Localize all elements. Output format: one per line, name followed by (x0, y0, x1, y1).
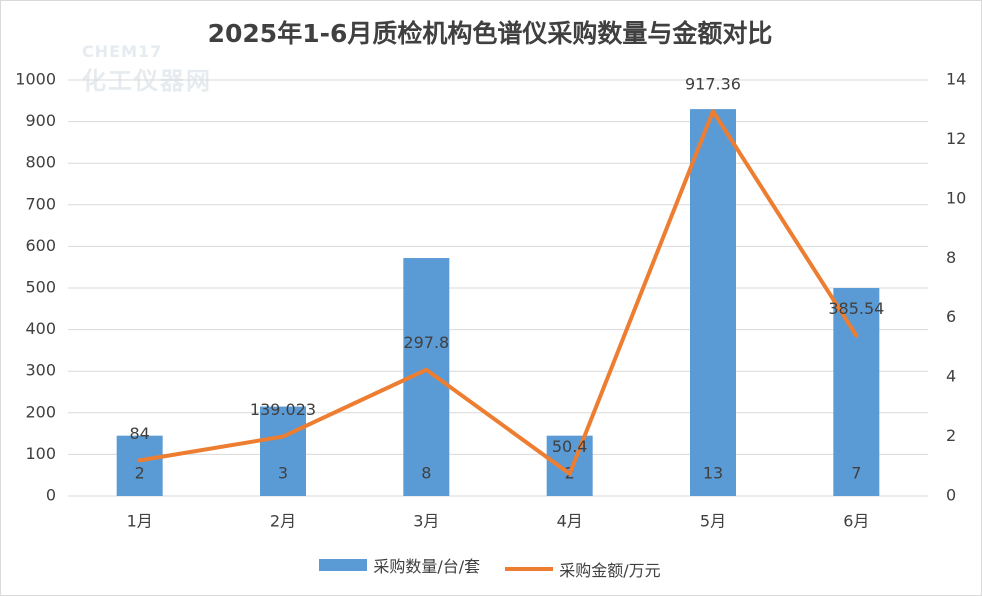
line-series-amount (137, 109, 859, 476)
legend: 采购数量/台/套 采购金额/万元 (0, 553, 980, 581)
watermark: CHEM17 化工仪器网 (82, 42, 212, 96)
bar (116, 435, 163, 496)
y-left-tick-label: 500 (25, 278, 56, 297)
legend-line-swatch (505, 567, 554, 571)
y-right-tick-label: 6 (946, 307, 956, 326)
y-right-tick-label: 2 (946, 426, 956, 445)
x-tick-label: 4月 (557, 512, 583, 531)
legend-label-quantity: 采购数量/台/套 (373, 557, 481, 576)
y-right-tick-label: 0 (946, 486, 956, 505)
x-tick-label: 3月 (413, 512, 439, 531)
bar (260, 406, 306, 496)
legend-label-amount: 采购金额/万元 (559, 561, 661, 580)
y-left-tick-label: 800 (25, 153, 56, 172)
bar (833, 288, 880, 496)
y-right-tick-label: 12 (946, 129, 966, 148)
y-right-tick-label: 14 (946, 70, 966, 89)
y-right-tick-label: 10 (946, 188, 966, 207)
x-tick-label: 6月 (843, 512, 869, 531)
y-right-tick-label: 4 (946, 367, 956, 386)
legend-item-quantity: 采购数量/台/套 (319, 553, 480, 577)
y-left-tick-label: 0 (46, 486, 56, 505)
x-tick-label: 1月 (127, 512, 153, 531)
bar-data-label: 2 (135, 464, 145, 483)
watermark-line2: 化工仪器网 (82, 67, 212, 95)
line-data-label: 917.36 (685, 75, 741, 94)
legend-item-amount: 采购金额/万元 (505, 557, 661, 581)
x-tick-label: 5月 (700, 512, 726, 531)
bar-data-label: 7 (851, 464, 861, 483)
y-left-tick-label: 900 (25, 111, 56, 130)
bar-data-label: 3 (278, 464, 288, 483)
y-left-tick-label: 600 (25, 236, 56, 255)
y-left-tick-label: 200 (25, 402, 56, 421)
y-left-tick-label: 400 (25, 319, 56, 338)
y-left-tick-label: 100 (25, 444, 56, 463)
line-data-label: 385.54 (828, 299, 884, 318)
line-data-label: 50.4 (552, 437, 588, 456)
y-left-tick-label: 1000 (15, 70, 56, 89)
bar (546, 435, 593, 496)
x-tick-label: 2月 (270, 512, 296, 531)
y-left-tick-label: 300 (25, 361, 56, 380)
line-data-label: 139.023 (250, 400, 316, 419)
legend-bar-swatch (319, 559, 368, 571)
y-right-tick-label: 8 (946, 248, 956, 267)
line-data-label: 297.8 (403, 333, 449, 352)
line-data-label: 84 (129, 424, 149, 443)
y-left-tick-label: 700 (25, 194, 56, 213)
bar-data-label: 8 (421, 464, 431, 483)
chart-title: 2025年1-6月质检机构色谱仪采购数量与金额对比 (207, 19, 773, 48)
bar-data-label: 13 (703, 464, 723, 483)
watermark-line1: CHEM17 (82, 42, 163, 61)
bar (690, 109, 736, 497)
